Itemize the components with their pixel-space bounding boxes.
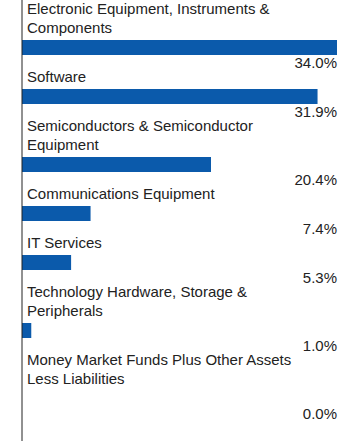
category-label: Semiconductors & SemiconductorEquipment [27, 117, 253, 153]
bar [22, 255, 71, 270]
labels: Electronic Equipment, Instruments &Compo… [27, 0, 337, 422]
data-label: 5.3% [303, 269, 337, 286]
data-label: 7.4% [303, 220, 337, 237]
category-label: Electronic Equipment, Instruments &Compo… [27, 0, 270, 36]
category-label: Communications Equipment [27, 185, 215, 202]
data-label: 0.0% [303, 405, 337, 422]
bar [22, 323, 31, 338]
category-label: Technology Hardware, Storage &Peripheral… [27, 283, 247, 319]
data-label: 31.9% [294, 103, 337, 120]
category-label: Money Market Funds Plus Other AssetsLess… [27, 351, 291, 387]
category-label: Software [27, 68, 86, 85]
bar [22, 40, 337, 55]
data-label: 20.4% [294, 171, 337, 188]
chart: Electronic Equipment, Instruments &Compo… [0, 0, 360, 446]
bar [22, 206, 91, 221]
data-label: 34.0% [294, 54, 337, 71]
category-label: IT Services [27, 234, 102, 251]
bar [22, 157, 211, 172]
axis-line [22, 0, 23, 441]
bar [22, 89, 318, 104]
bars [22, 40, 337, 338]
data-label: 1.0% [303, 337, 337, 354]
